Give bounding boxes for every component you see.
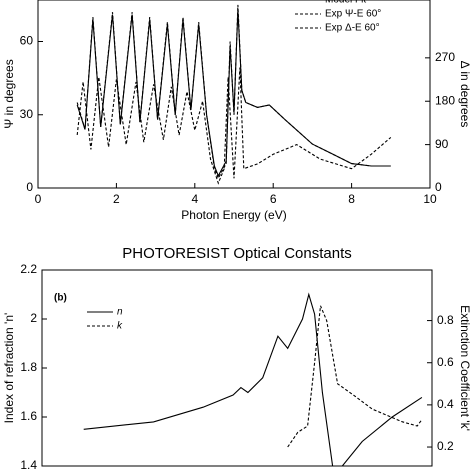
legend-label: Exp Δ-E 60° xyxy=(325,23,380,34)
y2-tick-label: 0.2 xyxy=(437,439,454,453)
legend-label: n xyxy=(117,307,123,318)
y2-tick-label: 180 xyxy=(435,93,455,107)
y2-tick-label: 270 xyxy=(435,50,455,64)
series-line xyxy=(76,67,392,185)
y-axis-label: Ψ in degrees xyxy=(2,59,16,128)
plot-frame xyxy=(41,269,433,467)
series-line xyxy=(287,305,423,448)
y-tick-label: 2.2 xyxy=(20,262,37,276)
y-tick-label: 0 xyxy=(26,180,33,194)
y-tick-label: 1.4 xyxy=(20,458,37,472)
y-tick-label: 30 xyxy=(20,107,34,121)
chart: PHOTORESIST Optical Constants (b) 1.4 1.6 1.… xyxy=(2,245,472,472)
y-tick-label: 60 xyxy=(20,34,34,48)
series-line xyxy=(76,4,391,180)
x-tick-label: 4 xyxy=(191,192,198,206)
plot-frame xyxy=(37,0,431,189)
y2-tick-label: 90 xyxy=(435,137,449,151)
x-tick-label: 6 xyxy=(270,192,277,206)
x-tick-label: 2 xyxy=(113,192,120,206)
x-tick-label: 8 xyxy=(348,192,355,206)
y-tick-label: 2 xyxy=(30,311,37,325)
y2-tick-label: 0.4 xyxy=(437,397,454,411)
chart: 0 2 4 6 8 10 Photon Energy (eV) 0 30 60 0 90 180 270 Ψ… xyxy=(2,0,472,222)
y2-tick-label: 0 xyxy=(435,180,442,194)
chart-title: PHOTORESIST Optical Constants xyxy=(122,245,352,262)
y2-axis-label: Extinction Coefficient 'k' xyxy=(458,305,472,431)
y-axis-label: Index of refraction 'n' xyxy=(2,313,16,424)
y2-tick-label: 0.8 xyxy=(437,313,454,327)
legend-label: Exp Ψ-E 60° xyxy=(325,9,381,20)
series-line xyxy=(83,292,423,466)
y-tick-label: 1.8 xyxy=(20,360,37,374)
panel-label: (b) xyxy=(54,293,67,304)
y-tick-label: 1.6 xyxy=(20,409,37,423)
legend-label: Model Fit xyxy=(325,0,366,6)
x-axis-label: Photon Energy (eV) xyxy=(181,208,286,222)
y2-axis-label: Δ in degrees xyxy=(458,61,472,128)
legend-label: k xyxy=(117,321,123,332)
series-line xyxy=(76,9,391,178)
y2-tick-label: 0.6 xyxy=(437,355,454,369)
x-tick-label: 10 xyxy=(423,192,437,206)
x-tick-label: 0 xyxy=(35,192,42,206)
